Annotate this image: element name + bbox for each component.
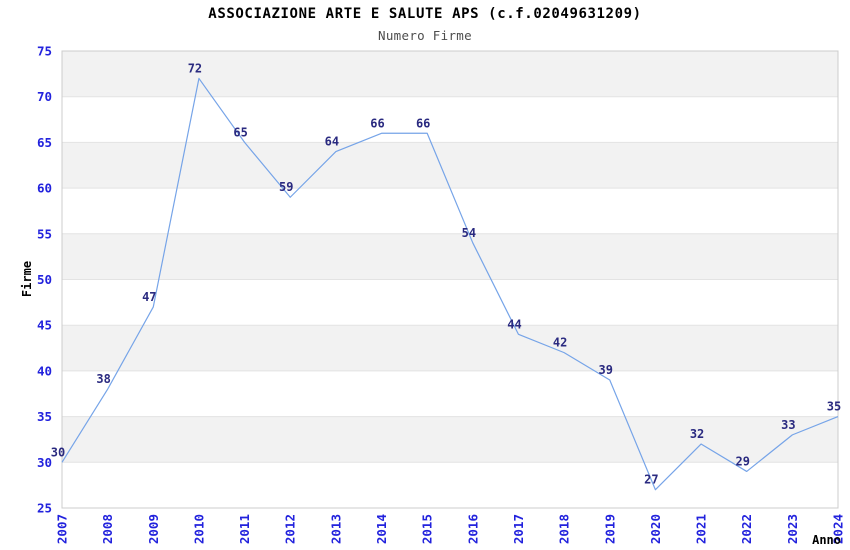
x-tick-label: 2017	[511, 514, 526, 544]
grid-band	[62, 233, 838, 280]
grid-band	[62, 51, 838, 97]
y-tick-label: 65	[37, 135, 52, 150]
grid-band	[62, 325, 838, 371]
x-tick-label: 2024	[831, 514, 846, 544]
data-point-label: 38	[96, 372, 110, 386]
data-point-label: 66	[370, 116, 384, 130]
x-tick-label: 2020	[648, 514, 663, 544]
x-tick-label: 2013	[328, 514, 343, 544]
data-line	[61, 77, 839, 491]
data-point-label: 42	[553, 336, 567, 350]
data-point-label: 44	[507, 317, 521, 331]
data-point-label: 29	[735, 454, 749, 468]
x-tick-label: 2021	[694, 514, 709, 544]
x-tick-label: 2008	[100, 514, 115, 544]
data-point-label: 54	[462, 226, 476, 240]
x-tick-label: 2012	[283, 514, 298, 544]
data-point-label: 39	[599, 363, 613, 377]
x-tick-label: 2018	[557, 514, 572, 544]
y-tick-label: 50	[37, 272, 52, 287]
x-tick-label: 2023	[785, 514, 800, 544]
data-point-label: 30	[51, 445, 65, 459]
y-tick-label: 60	[37, 181, 52, 196]
data-point-label: 72	[188, 61, 202, 75]
chart-title: ASSOCIAZIONE ARTE E SALUTE APS (c.f.0204…	[208, 6, 642, 22]
chart-subtitle: Numero Firme	[378, 28, 472, 43]
x-tick-label: 2022	[739, 514, 754, 544]
x-tick-label: 2014	[374, 514, 389, 544]
plot-border	[61, 50, 839, 509]
data-point-label: 27	[644, 473, 658, 487]
x-axis-title: Anno	[812, 533, 841, 547]
data-point-label: 47	[142, 290, 156, 304]
y-tick-label: 35	[37, 409, 52, 424]
x-tick-label: 2010	[191, 514, 206, 544]
x-tick-label: 2011	[237, 514, 252, 544]
y-tick-label: 55	[37, 226, 52, 241]
x-tick-label: 2009	[146, 514, 161, 544]
y-axis-title: Firme	[20, 260, 34, 298]
y-tick-label: 75	[37, 44, 52, 59]
y-tick-label: 40	[37, 363, 52, 378]
x-tick-label: 2015	[420, 514, 435, 544]
data-point-label: 66	[416, 116, 430, 130]
y-tick-label: 45	[37, 318, 52, 333]
grid-band	[62, 142, 838, 189]
y-tick-label: 25	[37, 501, 52, 516]
y-tick-label: 70	[37, 89, 52, 104]
data-point-label: 32	[690, 427, 704, 441]
x-tick-label: 2007	[55, 514, 70, 544]
data-point-label: 65	[233, 125, 247, 139]
x-tick-label: 2016	[465, 514, 480, 544]
data-point-label: 64	[325, 135, 339, 149]
data-point-label: 35	[827, 400, 841, 414]
data-point-label: 59	[279, 180, 293, 194]
y-tick-label: 30	[37, 455, 52, 470]
grid-band	[62, 416, 838, 463]
data-point-label: 33	[781, 418, 795, 432]
x-tick-label: 2019	[602, 514, 617, 544]
